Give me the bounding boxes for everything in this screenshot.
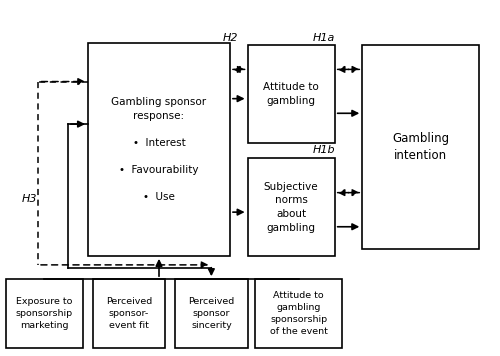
- Text: Exposure to
sponsorship
marketing: Exposure to sponsorship marketing: [16, 297, 73, 330]
- FancyBboxPatch shape: [88, 43, 230, 256]
- Text: Gambling sponsor
response:

•  Interest

•  Favourability

•  Use: Gambling sponsor response: • Interest • …: [112, 97, 206, 202]
- FancyBboxPatch shape: [6, 279, 83, 348]
- FancyBboxPatch shape: [255, 279, 342, 348]
- FancyBboxPatch shape: [93, 279, 165, 348]
- Text: Perceived
sponsor-
event fit: Perceived sponsor- event fit: [106, 297, 152, 330]
- Text: H1a: H1a: [312, 33, 335, 43]
- FancyBboxPatch shape: [248, 45, 335, 142]
- Text: Attitude to
gambling
sponsorship
of the event: Attitude to gambling sponsorship of the …: [270, 291, 328, 336]
- Text: H1b: H1b: [312, 145, 335, 155]
- Text: H2: H2: [222, 33, 238, 43]
- Text: Subjective
norms
about
gambling: Subjective norms about gambling: [264, 182, 318, 233]
- Text: Attitude to
gambling: Attitude to gambling: [264, 82, 319, 106]
- Text: H3: H3: [22, 194, 38, 204]
- Text: Perceived
sponsor
sincerity: Perceived sponsor sincerity: [188, 297, 234, 330]
- FancyBboxPatch shape: [362, 45, 480, 249]
- FancyBboxPatch shape: [248, 158, 335, 256]
- FancyBboxPatch shape: [175, 279, 248, 348]
- Text: Gambling
intention: Gambling intention: [392, 132, 450, 162]
